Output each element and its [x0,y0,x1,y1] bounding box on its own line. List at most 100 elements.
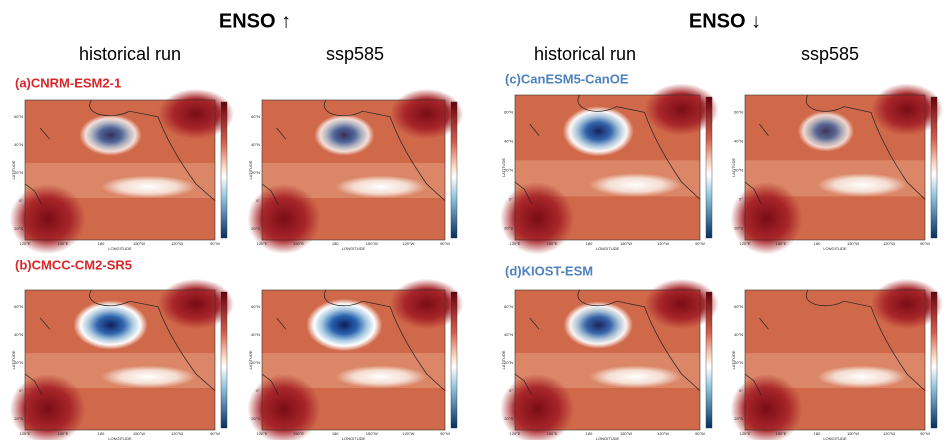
coastline [323,99,446,202]
y-tick-label: 20°S [14,226,23,231]
x-tick-label: 150°W [620,241,632,246]
neutral-band [101,175,196,198]
cold-anomaly [314,114,375,156]
y-tick-label: 40°N [504,332,513,337]
y-tick-label: 0° [739,196,743,201]
x-tick-label: 180 [98,431,105,436]
x-tick-label: 90°W [920,431,930,436]
y-axis-label: LATITUDE [731,350,736,369]
cold-anomaly [797,110,855,152]
neutral-band [589,173,682,197]
x-axis-label: LONGITUDE [108,436,132,440]
x-tick-label: 150°E [547,241,558,246]
y-tick-label: 20°N [734,360,743,365]
neutral-band [589,365,682,388]
map-frame [514,94,701,241]
coastline [323,289,446,392]
warm-anomaly [730,182,803,255]
x-tick-label: 180 [98,241,105,246]
y-tick-label: 20°S [14,416,23,421]
colorbar [930,291,938,429]
x-tick-label: 150°E [293,431,304,436]
column-title: ssp585 [326,44,384,64]
y-tick-label: 60°N [251,304,260,309]
y-tick-label: 60°N [734,109,743,114]
coastline [577,289,701,392]
coastline [514,317,540,396]
map-frame [744,94,926,241]
x-axis-label: LONGITUDE [596,246,620,251]
colorbar [705,291,713,429]
y-axis-label: LATITUDE [248,160,253,179]
colorbar [705,96,713,239]
y-tick-label: 0° [509,196,513,201]
cold-anomaly [73,300,148,350]
panel-label: (b)CMCC-CM2-SR5 [15,257,132,272]
x-tick-label: 90°W [695,241,705,246]
y-tick-label: 20°S [734,225,743,230]
map-panel: 120°E 150°E 180 150°W 120°W 90°W 60°N 40°N 20°N 0… [9,88,234,254]
y-tick-label: 20°N [14,170,23,175]
coastline [514,123,540,204]
x-tick-label: 90°W [210,241,220,246]
map-frame [24,99,216,241]
colorbar [220,101,228,239]
cold-anomaly [563,301,634,349]
x-tick-label: 120°E [257,431,268,436]
coastline [577,94,701,200]
map-frame [261,99,446,241]
y-tick-label: 60°N [14,304,23,309]
map-panel: 120°E 150°E 180 150°W 120°W 90°W 60°N 40°N 20°N 0… [247,88,464,254]
x-tick-label: 180 [814,431,821,436]
y-tick-label: 20°N [504,360,513,365]
y-tick-label: 0° [19,388,23,393]
column-title: historical run [534,44,636,64]
coastline [261,317,287,396]
y-tick-label: 20°N [251,170,260,175]
x-tick-label: 120°E [510,431,521,436]
y-tick-label: 60°N [734,304,743,309]
neutral-band [817,365,907,388]
x-tick-label: 120°W [402,431,414,436]
map-frame [514,289,701,431]
x-tick-label: 120°E [20,241,31,246]
x-axis-label: LONGITUDE [596,436,620,440]
y-tick-label: 60°N [14,114,23,119]
warm-anomaly [500,374,575,440]
x-tick-label: 150°W [133,241,145,246]
x-tick-label: 150°W [847,431,859,436]
header-title: ENSO ↑ [219,10,291,32]
y-axis-label: LATITUDE [11,350,16,369]
y-axis-label: LATITUDE [501,350,506,369]
y-tick-label: 20°S [734,416,743,421]
map-panel: 120°E 150°E 180 150°W 120°W 90°W 60°N 40°N 20°N 0… [500,83,719,255]
x-tick-label: 120°W [883,431,895,436]
x-axis-label: LONGITUDE [823,246,847,251]
map-panel: 120°E 150°E 180 150°W 120°W 90°W 60°N 40°N 20°N 0… [247,278,464,440]
x-tick-label: 150°E [547,431,558,436]
y-tick-label: 20°S [251,226,260,231]
map-panel: 120°E 150°E 180 150°W 120°W 90°W 60°N 40°N 20°N 0… [500,278,719,440]
colorbar [450,101,458,239]
colorbar [220,291,228,429]
y-tick-label: 40°N [734,138,743,143]
x-tick-label: 180 [332,241,339,246]
y-tick-label: 20°N [504,167,513,172]
warm-anomaly [9,184,86,254]
y-tick-label: 20°S [251,416,260,421]
x-tick-label: 120°E [740,431,751,436]
warm-anomaly [247,374,321,440]
x-tick-label: 120°W [657,431,669,436]
x-tick-label: 150°E [58,241,69,246]
panel-label: (a)CNRM-ESM2-1 [15,75,121,90]
y-tick-label: 20°N [734,167,743,172]
x-tick-label: 120°W [171,241,183,246]
coastline [805,94,926,200]
x-tick-label: 90°W [440,431,450,436]
x-tick-label: 150°E [293,241,304,246]
map-frame [261,289,446,431]
x-tick-label: 180 [586,431,593,436]
map-panel: 120°E 150°E 180 150°W 120°W 90°W 60°N 40°N 20°N 0… [730,83,943,255]
y-tick-label: 40°N [251,142,260,147]
x-tick-label: 120°E [257,241,268,246]
